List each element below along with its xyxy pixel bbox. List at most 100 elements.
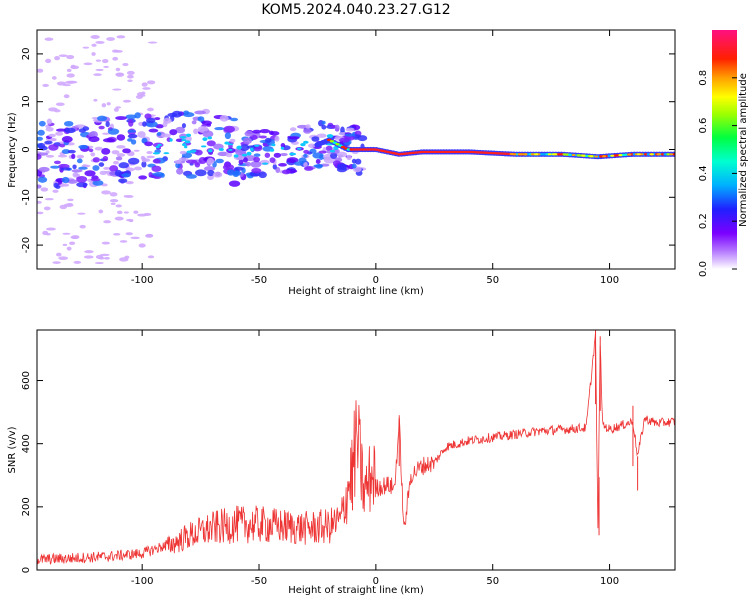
heatmap-cell [202,130,214,138]
heatmap-cell [344,133,356,137]
heatmap-cell [253,156,261,163]
heatmap-peak [246,151,252,156]
heatmap-peak [300,142,306,147]
heatmap-speckle [98,209,104,214]
heatmap-ytick-label: 0 [21,146,32,152]
heatmap-ridge-accent [509,153,514,156]
heatmap-cell [228,180,241,187]
heatmap-xtick-label: -50 [251,275,267,286]
heatmap-speckle [141,82,148,87]
heatmap-speckle [116,210,123,215]
heatmap-speckle [95,59,102,62]
heatmap-cell [340,126,345,134]
heatmap-speckle [62,243,68,247]
heatmap-cell [245,161,252,167]
heatmap-cell [134,112,141,119]
heatmap-cell [115,116,127,121]
heatmap-cell [185,159,198,164]
heatmap-speckle [91,43,97,47]
heatmap-speckle [83,255,94,259]
heatmap-cell [76,182,88,188]
snr-ytick-label: 200 [21,497,32,516]
heatmap-cell [242,137,252,145]
heatmap-speckle [103,166,110,170]
heatmap-cell [71,169,83,173]
heatmap-speckle [43,206,51,211]
heatmap-cell [304,166,314,171]
heatmap-speckle [145,233,154,238]
heatmap-cell [325,145,333,152]
heatmap-ylabel: Frequency (Hz) [7,112,18,188]
heatmap-speckle [52,189,59,193]
heatmap-cell [288,136,300,140]
heatmap-cell [251,167,262,174]
heatmap-cell [178,157,189,162]
heatmap-speckle [57,154,68,158]
heatmap-cell [175,126,186,134]
heatmap-cell [175,138,184,143]
heatmap-cell [71,153,76,160]
snr-xtick-label: 50 [486,576,499,587]
heatmap-cell [259,135,267,139]
heatmap-cell [115,156,123,161]
heatmap-speckle [119,257,129,262]
heatmap-cell [105,121,110,128]
heatmap-cell [311,136,320,142]
heatmap-speckle [58,54,68,58]
heatmap-cell [37,129,45,136]
heatmap-cell [137,131,146,138]
heatmap-cell [357,135,368,142]
heatmap-cell [183,110,190,115]
heatmap-speckle [146,155,155,159]
heatmap-speckle [147,107,154,112]
heatmap-speckle [115,204,122,208]
heatmap-speckle [115,67,121,72]
heatmap-cell [102,138,115,143]
heatmap-peak [280,146,285,150]
heatmap-cell [195,169,207,177]
heatmap-ridge-accent [589,155,594,158]
heatmap-cell [128,119,134,127]
heatmap-cell [212,171,223,178]
heatmap-speckle [44,198,54,201]
heatmap-ridge-accent [602,155,607,158]
heatmap-speckle [103,256,110,260]
heatmap-cell [122,148,131,154]
heatmap-speckle [103,65,110,68]
heatmap-speckle [133,210,139,214]
heatmap-cell [336,151,348,158]
heatmap-speckle [84,250,94,254]
heatmap-cell [272,163,277,170]
heatmap-cell [289,127,297,132]
heatmap-speckle [113,107,119,112]
colorbar-gradient [712,30,737,269]
heatmap-cell [127,157,140,165]
heatmap-speckle [69,241,76,246]
heatmap-peak [169,138,173,142]
heatmap-peak [184,140,191,144]
figure-title: KOM5.2024.040.23.27.G12 [261,2,450,18]
heatmap-speckle [116,35,126,39]
heatmap-cell [53,160,61,165]
heatmap-speckle [146,80,156,85]
heatmap-cell [215,158,224,164]
snr-xtick-label: 100 [600,576,619,587]
heatmap-cell [116,134,126,141]
heatmap-speckle [40,187,49,192]
snr-ytick-label: 400 [21,434,32,453]
heatmap-cell [148,128,159,133]
heatmap-peak [326,134,334,138]
snr-ylabel: SNR (v/v) [7,426,18,473]
heatmap-cell [174,160,182,164]
heatmap-cell [318,150,327,154]
heatmap-speckle [135,94,144,100]
heatmap-cell [253,153,261,157]
heatmap-speckle [122,99,132,103]
heatmap-speckle [114,216,124,221]
heatmap-cell [37,153,42,160]
heatmap-speckle [90,35,100,39]
heatmap-cell [233,166,244,171]
heatmap-cell [171,110,182,118]
